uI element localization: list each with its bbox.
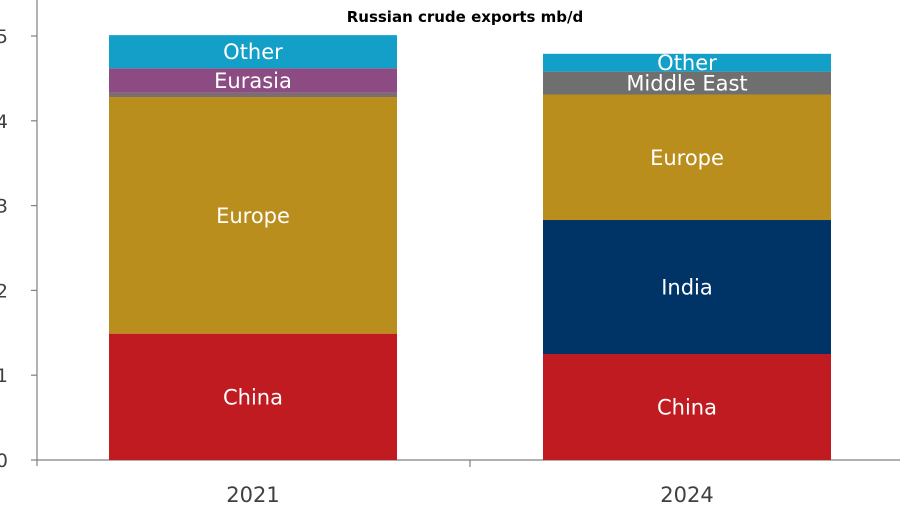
segment-label: China xyxy=(657,396,717,420)
y-tick-label: 0 xyxy=(0,450,8,472)
segment-label: Other xyxy=(657,51,717,75)
bar-segment-2021-eurasia xyxy=(109,68,397,93)
bar-segment-2021-china xyxy=(109,333,397,460)
y-tick-label: 2 xyxy=(0,280,8,302)
segment-label: Europe xyxy=(216,204,290,228)
segment-label: Europe xyxy=(650,146,724,170)
bar-segment-2021-europe xyxy=(109,97,397,334)
bar-segment-2024-china xyxy=(543,354,831,460)
bar-segment-2024-middle-east xyxy=(543,71,831,95)
segment-label: India xyxy=(661,276,713,300)
x-category-label: 2021 xyxy=(226,483,279,507)
chart-title: Russian crude exports mb/d xyxy=(347,8,584,26)
y-tick-label: 5 xyxy=(0,26,8,48)
y-tick-label: 1 xyxy=(0,365,8,387)
bar-segment-2024-europe xyxy=(543,94,831,221)
bar-segment-2024-other xyxy=(543,53,831,72)
segment-label: Eurasia xyxy=(214,69,292,93)
y-tick-label: 3 xyxy=(0,196,8,218)
y-tick-label: 4 xyxy=(0,111,8,133)
bar-segment-2021-other xyxy=(109,35,397,69)
x-category-label: 2024 xyxy=(660,483,713,507)
segment-label: Middle East xyxy=(626,72,747,96)
segment-label: Other xyxy=(223,40,283,64)
bar-segment-2024-india xyxy=(543,220,831,354)
segment-label: China xyxy=(223,385,283,409)
bar-segment-2021-unlabelled xyxy=(109,92,397,98)
